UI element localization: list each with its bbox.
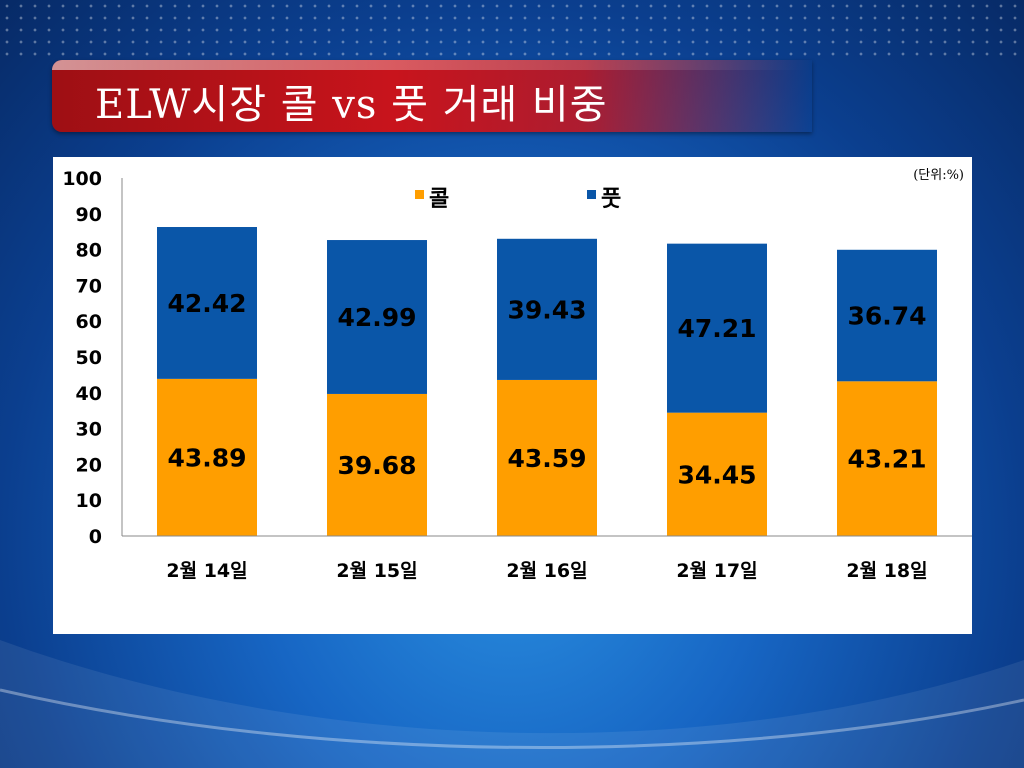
bar-put (667, 243, 767, 413)
data-label-put: 42.42 (167, 289, 246, 318)
data-label-put: 39.43 (507, 295, 586, 324)
x-tick-label: 2월 15일 (336, 560, 417, 582)
bar-put (497, 238, 597, 380)
y-tick-label: 40 (76, 383, 102, 405)
bar-call (157, 378, 257, 536)
legend-swatch-put (587, 190, 596, 199)
bar-put (157, 227, 257, 379)
x-tick-label: 2월 14일 (166, 560, 247, 582)
legend-label-put: 풋 (601, 187, 621, 212)
bar-call (837, 381, 937, 536)
x-axis: 2월 14일 2월 15일 2월 16일 2월 17일 2월 18일 (122, 535, 972, 582)
title-banner (52, 60, 812, 132)
data-label-put: 42.99 (337, 303, 416, 332)
data-label-call: 43.59 (507, 444, 586, 473)
data-labels: 43.89 42.42 39.68 42.99 43.59 39.43 34.45 47.21… (167, 289, 926, 489)
bar-put (327, 240, 427, 394)
x-tick-label: 2월 17일 (676, 560, 757, 582)
x-tick-label: 2월 16일 (506, 560, 587, 582)
y-tick-label: 50 (76, 347, 102, 369)
y-tick-label: 80 (76, 240, 102, 262)
x-tick-label: 2월 18일 (846, 560, 927, 582)
data-label-put: 36.74 (847, 302, 926, 331)
dot-pattern (0, 0, 1024, 60)
bars (157, 227, 937, 536)
y-tick-label: 100 (62, 168, 102, 190)
bar-call (497, 379, 597, 536)
bar-put (837, 249, 937, 382)
data-label-put: 47.21 (677, 314, 756, 343)
background-swoosh (0, 640, 1024, 768)
y-tick-label: 20 (76, 454, 102, 476)
bar-call (327, 393, 427, 536)
y-tick-label: 60 (76, 311, 102, 333)
data-label-call: 34.45 (677, 460, 756, 489)
data-label-call: 43.89 (167, 443, 246, 472)
y-axis: 0 10 20 30 40 50 60 70 80 90 100 (62, 168, 123, 548)
legend-swatch-call (415, 190, 424, 199)
y-tick-label: 10 (76, 490, 102, 512)
bar-call (667, 412, 767, 536)
data-label-call: 39.68 (337, 451, 416, 480)
data-label-call: 43.21 (847, 445, 926, 474)
slide-title: ELW시장 콜 vs 풋 거래 비중 (95, 82, 608, 128)
unit-note: (단위:%) (913, 168, 964, 183)
y-tick-label: 90 (76, 204, 102, 226)
legend-label-call: 콜 (429, 187, 449, 212)
y-tick-label: 30 (76, 419, 102, 441)
y-tick-label: 0 (89, 526, 102, 548)
y-tick-label: 70 (76, 275, 102, 297)
